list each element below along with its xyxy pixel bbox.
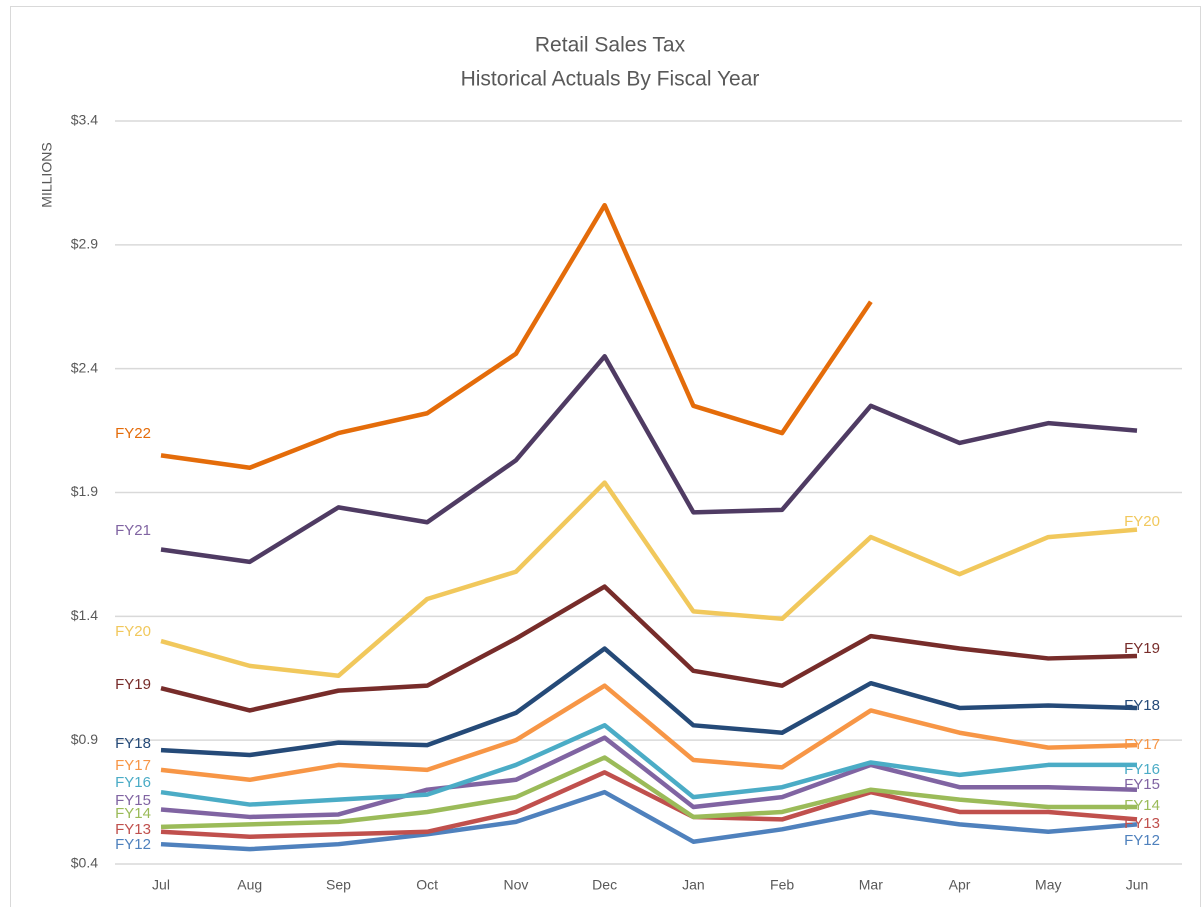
series-label: FY17: [115, 757, 151, 774]
series-label: FY17: [1124, 736, 1160, 753]
series-line: [160, 735, 1138, 820]
series-label: FY14: [115, 805, 151, 822]
x-tick-label: May: [1035, 877, 1061, 893]
series-label: FY20: [1124, 513, 1160, 530]
x-tick-label: Apr: [949, 877, 971, 893]
series-label: FY22: [115, 425, 151, 442]
series-line: [160, 584, 1138, 713]
series-line: [160, 202, 873, 470]
x-tick-label: Aug: [237, 877, 262, 893]
y-axis-label: MILLIONS: [39, 142, 55, 207]
x-tick-label: Sep: [326, 877, 351, 893]
series-label: FY15: [115, 792, 151, 809]
x-tick-label: Jan: [682, 877, 705, 893]
x-tick-label: Jul: [152, 877, 170, 893]
chart-subtitle: Historical Actuals By Fiscal Year: [461, 68, 760, 91]
series-line: [160, 723, 1137, 807]
x-tick-label: Mar: [859, 877, 883, 893]
y-tick-label: $2.9: [71, 236, 98, 252]
series-label: FY15: [1124, 776, 1160, 793]
y-tick-label: $1.9: [71, 483, 98, 499]
series-line: [160, 789, 1138, 852]
x-tick-label: Dec: [592, 877, 617, 893]
x-tick-label: Nov: [503, 877, 528, 893]
series-label: FY13: [1124, 815, 1160, 832]
series-label: FY21: [115, 522, 151, 539]
series-label: FY18: [1124, 697, 1160, 714]
series-label: FY20: [115, 623, 151, 640]
x-tick-label: Feb: [770, 877, 794, 893]
y-tick-label: $0.4: [71, 855, 98, 871]
series-line: [160, 770, 1138, 840]
y-tick-label: $3.4: [71, 112, 98, 128]
y-tick-label: $2.4: [71, 359, 98, 375]
series-label: FY14: [1124, 797, 1160, 814]
series-label: FY16: [1124, 761, 1160, 778]
series-line: [160, 755, 1137, 830]
series-label: FY12: [115, 836, 151, 853]
x-tick-label: Oct: [416, 877, 438, 893]
series-line: [160, 683, 1138, 783]
series-label: FY18: [115, 735, 151, 752]
series-label: FY12: [1124, 832, 1160, 849]
series-label: FY19: [115, 676, 151, 693]
chart-title: Retail Sales Tax: [535, 34, 686, 57]
y-tick-label: $0.9: [71, 731, 98, 747]
series-line: [160, 480, 1138, 679]
x-tick-label: Jun: [1126, 877, 1149, 893]
series-label: FY19: [1124, 640, 1160, 657]
series-line: [160, 646, 1138, 758]
series-label: FY13: [115, 821, 151, 838]
series-line: [160, 354, 1138, 565]
y-tick-label: $1.4: [71, 607, 98, 623]
series-label: FY16: [115, 774, 151, 791]
